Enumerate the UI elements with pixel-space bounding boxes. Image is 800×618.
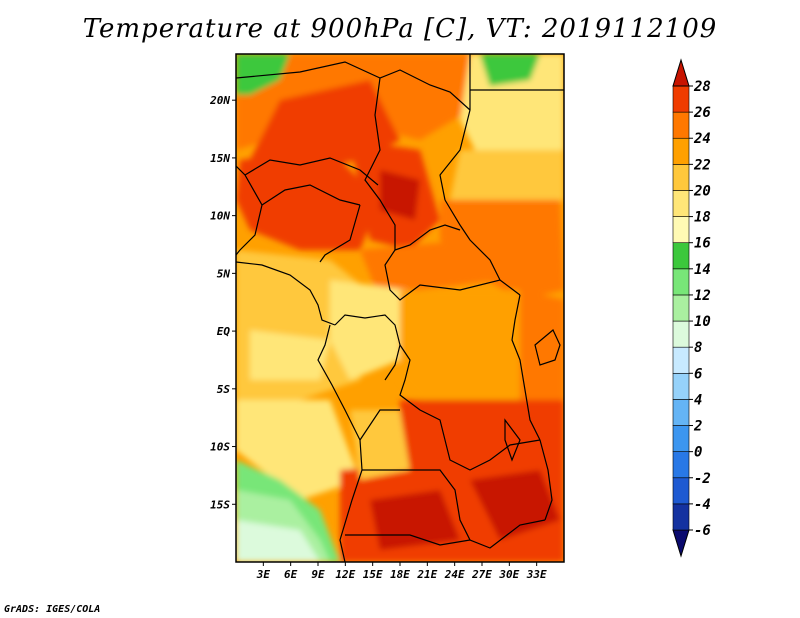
lon-tick-label: 9E bbox=[311, 568, 325, 581]
colorbar-level-label: 24 bbox=[693, 131, 711, 147]
colorbar-level-label: -6 bbox=[694, 523, 711, 539]
lon-tick-label: 15E bbox=[363, 568, 383, 581]
lat-tick-label: 20N bbox=[209, 94, 230, 107]
colorbar-level-label: 26 bbox=[693, 105, 711, 121]
colorbar-level-label: 28 bbox=[693, 79, 711, 95]
lon-tick-label: 6E bbox=[284, 568, 298, 581]
grads-credit: GrADS: IGES/COLA bbox=[4, 604, 101, 615]
colorbar-level-label: 8 bbox=[694, 340, 702, 356]
lat-tick-label: 5N bbox=[217, 267, 231, 280]
lon-tick-label: 24E bbox=[444, 568, 465, 581]
colorbar-swatch bbox=[672, 372, 690, 400]
colorbar-swatch bbox=[672, 503, 690, 531]
colorbar-swatch bbox=[672, 242, 690, 270]
lon-tick-label: 27E bbox=[471, 568, 492, 581]
lon-tick-label: 33E bbox=[526, 568, 547, 581]
colorbar-level-label: 20 bbox=[693, 183, 711, 199]
lat-tick-label: EQ bbox=[217, 325, 231, 338]
colorbar-level-label: -2 bbox=[694, 471, 711, 487]
lon-tick-label: 3E bbox=[256, 568, 271, 581]
latitude-axis: 20N 15N 10N 5N EQ 5S 10S 15S bbox=[209, 94, 236, 511]
colorbar-min-triangle bbox=[672, 529, 690, 558]
colorbar-swatch bbox=[672, 111, 690, 139]
colorbar-swatch bbox=[672, 346, 690, 374]
colorbar-level-label: 22 bbox=[693, 157, 711, 173]
map-title: Temperature at 900hPa [C], VT: 201911210… bbox=[82, 14, 718, 44]
colorbar-level-label: 6 bbox=[694, 366, 702, 382]
colorbar-level-label: 10 bbox=[694, 314, 711, 330]
lat-tick-label: 10S bbox=[210, 441, 230, 454]
colorbar-swatch bbox=[672, 320, 690, 348]
lat-tick-label: 15S bbox=[210, 498, 230, 511]
colorbar-level-label: 4 bbox=[694, 392, 702, 408]
colorbar-swatch bbox=[672, 85, 690, 113]
lon-tick-label: 30E bbox=[498, 568, 519, 581]
lat-tick-label: 15N bbox=[210, 152, 230, 165]
colorbar-level-label: 0 bbox=[694, 445, 702, 461]
colorbar-level-label: 16 bbox=[694, 236, 711, 252]
colorbar-swatch bbox=[672, 477, 690, 505]
colorbar-level-label: 18 bbox=[694, 210, 711, 226]
colorbar-swatch bbox=[672, 216, 690, 244]
colorbar-swatch bbox=[672, 164, 690, 191]
country-borders bbox=[236, 54, 564, 562]
longitude-axis: 3E 6E 9E 12E 15E 18E 21E 24E 27E 30E 33E bbox=[256, 562, 547, 581]
lon-tick-label: 21E bbox=[416, 568, 437, 581]
colorbar-swatch bbox=[672, 425, 690, 452]
colorbar-swatch bbox=[672, 190, 690, 217]
colorbar-swatch bbox=[672, 294, 690, 322]
colorbar-swatch bbox=[672, 451, 690, 479]
lat-tick-label: 10N bbox=[210, 210, 230, 223]
colorbar-level-label: 14 bbox=[694, 262, 711, 278]
colorbar-swatch bbox=[672, 399, 690, 426]
lon-tick-label: 18E bbox=[390, 568, 410, 581]
lat-tick-label: 5S bbox=[217, 383, 231, 396]
colorbar-level-label: -4 bbox=[694, 497, 711, 513]
colorbar-swatch bbox=[672, 268, 690, 296]
lon-tick-label: 12E bbox=[335, 568, 355, 581]
colorbar-max-triangle bbox=[672, 58, 690, 87]
temperature-field bbox=[236, 54, 564, 562]
colorbar-level-label: 12 bbox=[694, 288, 711, 304]
colorbar-level-label: 2 bbox=[693, 419, 702, 435]
colorbar-swatch bbox=[672, 137, 690, 165]
